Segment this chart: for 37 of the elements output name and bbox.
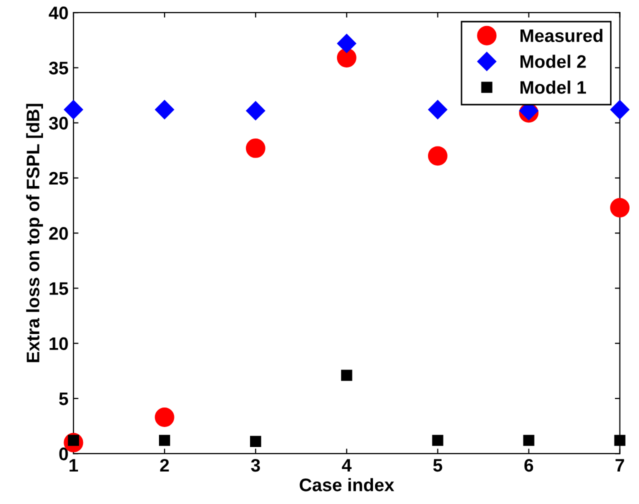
y-tick-label: 35 bbox=[48, 62, 68, 74]
point bbox=[336, 48, 356, 68]
legend-label: Measured bbox=[520, 28, 602, 42]
x-tick-label: 6 bbox=[524, 458, 534, 472]
x-tick-label: 3 bbox=[250, 458, 260, 472]
y-tick-label: 20 bbox=[49, 227, 68, 240]
y-axis-title: Extra loss on top of FSPL [dB] bbox=[26, 104, 43, 362]
point bbox=[250, 436, 262, 448]
point bbox=[154, 407, 174, 427]
legend-label: Model 1 bbox=[520, 80, 586, 94]
y-tick-label: 0 bbox=[59, 448, 68, 460]
point bbox=[428, 100, 448, 120]
point bbox=[158, 434, 170, 446]
point bbox=[246, 101, 266, 120]
y-tick-label: 30 bbox=[48, 116, 68, 130]
point bbox=[614, 434, 626, 446]
y-tick-label: 5 bbox=[59, 392, 68, 406]
x-tick-label: 2 bbox=[160, 458, 169, 472]
y-tick-label: 15 bbox=[50, 282, 68, 295]
point bbox=[155, 100, 174, 120]
point bbox=[610, 100, 630, 120]
y-tick-label: 40 bbox=[48, 6, 68, 20]
x-tick-label: 7 bbox=[616, 459, 624, 472]
point bbox=[337, 34, 356, 54]
point bbox=[341, 370, 352, 381]
point bbox=[432, 434, 444, 446]
y-tick-label: 25 bbox=[49, 172, 68, 185]
x-tick-label: 5 bbox=[433, 459, 442, 472]
x-tick-label: 4 bbox=[342, 459, 352, 472]
x-axis-title: Case index bbox=[300, 478, 394, 492]
point bbox=[523, 434, 534, 446]
legend-label: Model 2 bbox=[520, 54, 586, 68]
x-tick-label: 1 bbox=[70, 459, 78, 472]
y-tick-label: 10 bbox=[50, 337, 68, 350]
point bbox=[246, 138, 266, 158]
point bbox=[428, 146, 448, 166]
point bbox=[610, 198, 630, 218]
